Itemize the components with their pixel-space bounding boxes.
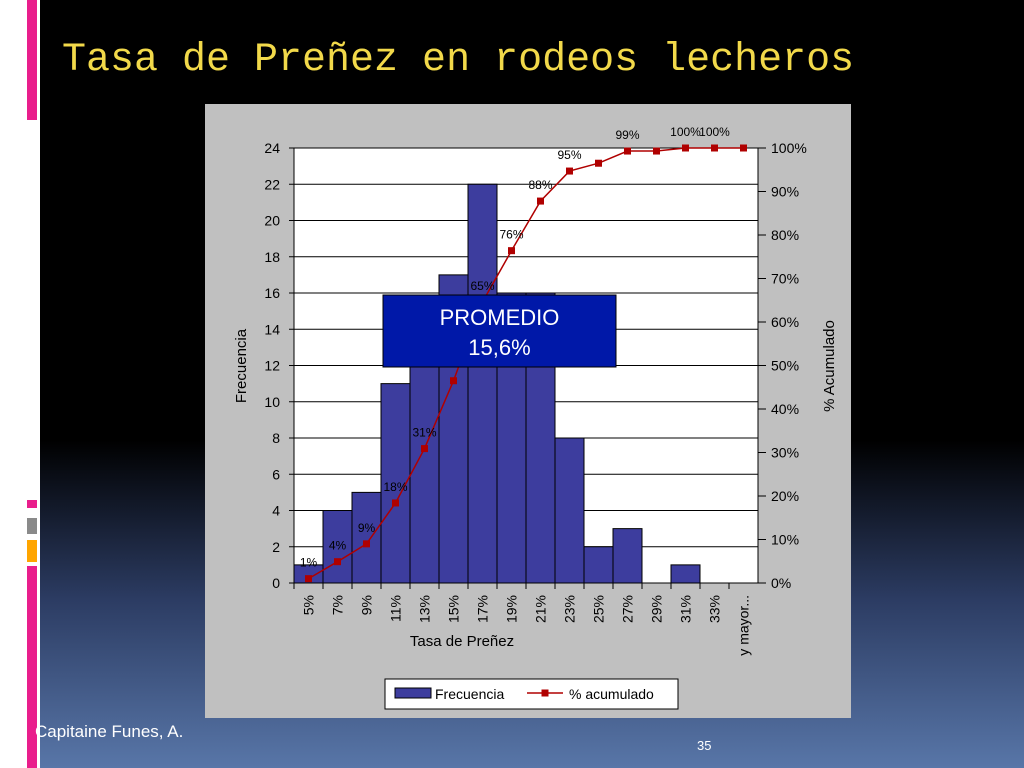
y-tick-label: 18 [264, 249, 280, 265]
y-tick-label: 6 [272, 466, 280, 482]
accent-bar-orange [27, 540, 37, 562]
cumulative-data-label: 88% [528, 178, 552, 192]
cumulative-data-label: 100% [699, 125, 730, 139]
y-tick-label: 14 [264, 321, 280, 337]
x-tick-label: 23% [562, 595, 578, 623]
y-tick-label: 8 [272, 430, 280, 446]
y-tick-label: 22 [264, 176, 280, 192]
y2-tick-label: 30% [771, 445, 799, 461]
y-axis-title: Frecuencia [233, 328, 250, 403]
promedio-callout-value: 15,6% [468, 335, 530, 360]
histogram-bar [554, 437, 585, 584]
histogram-bar [467, 183, 498, 584]
cumulative-marker [305, 575, 312, 583]
x-tick-label: 27% [620, 595, 636, 623]
promedio-callout-box [382, 294, 617, 368]
x-tick-label: 31% [678, 595, 694, 623]
histogram-bar [322, 510, 353, 584]
y2-tick-label: 70% [771, 271, 799, 287]
x-tick-label: 17% [475, 595, 491, 623]
x-tick-label: y mayor... [736, 595, 752, 656]
cumulative-marker [421, 445, 428, 453]
x-tick-label: 13% [417, 595, 433, 623]
legend-label-acumulado: % acumulado [569, 686, 654, 702]
cumulative-data-label: 1% [300, 556, 318, 570]
y2-tick-label: 10% [771, 532, 799, 548]
accent-bar-pink-mid [27, 500, 37, 508]
x-tick-label: 7% [330, 595, 346, 615]
cumulative-marker [508, 247, 515, 255]
cumulative-marker [334, 558, 341, 566]
cumulative-data-label: 76% [499, 228, 523, 242]
y-tick-label: 0 [272, 575, 280, 591]
y2-tick-label: 80% [771, 227, 799, 243]
cumulative-marker [363, 540, 370, 548]
histogram-bar [670, 564, 701, 584]
histogram-bar [612, 528, 643, 584]
x-axis-title: Tasa de Preñez [410, 633, 514, 650]
cumulative-marker [450, 377, 457, 385]
cumulative-data-label: 18% [383, 480, 407, 494]
x-tick-label: 11% [388, 595, 404, 622]
y2-axis-title: % Acumulado [821, 320, 838, 412]
cumulative-marker [740, 144, 747, 152]
y-tick-label: 20 [264, 213, 280, 229]
chart-panel: 0 2 4 6 8 10 12 14 16 18 20 22 24 0% 10% 20% 30% 40% 50% 60… [205, 104, 851, 718]
x-tick-label: 29% [649, 595, 665, 623]
y-tick-label: 2 [272, 539, 280, 555]
y2-tick-label: 0% [771, 575, 791, 591]
y-tick-label: 4 [272, 503, 280, 519]
cumulative-marker [624, 147, 631, 155]
x-tick-label: 19% [504, 595, 520, 623]
accent-bar-pink-top [27, 0, 37, 120]
y-tick-label: 24 [264, 140, 280, 156]
cumulative-data-label: 99% [615, 128, 639, 142]
pareto-chart: 0246810121416182022240%10%20%30%40%50%60… [233, 125, 838, 710]
cumulative-marker [682, 144, 689, 152]
page-number: 35 [697, 738, 712, 753]
cumulative-data-label: 100% [670, 125, 701, 139]
y2-tick-label: 60% [771, 314, 799, 330]
y-tick-label: 10 [264, 394, 280, 410]
x-tick-label: 5% [301, 595, 317, 615]
legend-box [384, 678, 679, 710]
cumulative-marker [711, 144, 718, 152]
cumulative-data-label: 31% [412, 426, 436, 440]
y-tick-label: 12 [264, 358, 280, 374]
promedio-callout-label: PROMEDIO [440, 305, 560, 330]
cumulative-data-label: 95% [557, 148, 581, 162]
cumulative-marker [595, 159, 602, 167]
cumulative-marker [537, 197, 544, 205]
cumulative-data-label: 9% [358, 521, 376, 535]
legend-swatch-marker [541, 689, 549, 697]
cumulative-line [308, 147, 744, 580]
author-credit: Capitaine Funes, A. [35, 722, 184, 741]
accent-bar-pink-bottom [27, 566, 37, 768]
cumulative-data-label: 65% [470, 279, 494, 293]
legend-swatch-bars [394, 687, 432, 699]
x-tick-label: 21% [533, 595, 549, 623]
y2-tick-label: 50% [771, 358, 799, 374]
y2-tick-label: 40% [771, 401, 799, 417]
cumulative-marker [566, 167, 573, 175]
legend-label-frecuencia: Frecuencia [435, 686, 504, 702]
cumulative-marker [653, 147, 660, 155]
y2-tick-label: 20% [771, 488, 799, 504]
decorative-accent-bars [27, 0, 39, 768]
x-tick-label: 25% [591, 595, 607, 623]
y-tick-label: 16 [264, 285, 280, 301]
y2-tick-label: 100% [771, 140, 807, 156]
cumulative-data-label: 4% [329, 539, 347, 553]
cumulative-marker [392, 499, 399, 507]
x-tick-label: 15% [446, 595, 462, 623]
histogram-bar [583, 546, 614, 584]
accent-bar-grey [27, 518, 37, 534]
x-tick-label: 33% [707, 595, 723, 623]
histogram-bar [351, 491, 382, 584]
slide-title: Tasa de Preñez en rodeos lecheros [62, 38, 855, 83]
y2-tick-label: 90% [771, 184, 799, 200]
x-tick-label: 9% [359, 595, 375, 615]
